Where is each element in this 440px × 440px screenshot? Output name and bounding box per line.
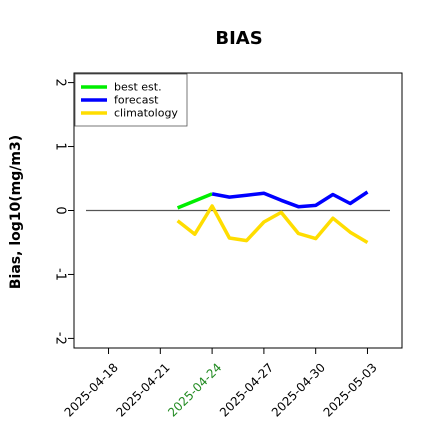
y-tick-label: -2 xyxy=(53,332,68,345)
x-tick-label: 2025-04-24 xyxy=(165,360,224,419)
chart-title: BIAS xyxy=(215,28,262,49)
series-line-forecast xyxy=(211,190,369,209)
x-tick-label: 2025-05-03 xyxy=(321,360,380,419)
legend-label: forecast xyxy=(114,94,159,107)
legend-label: best est. xyxy=(114,81,162,94)
x-tick-label: 2025-04-30 xyxy=(269,360,328,419)
series-line-best-est xyxy=(176,192,213,210)
y-tick-label: -1 xyxy=(53,268,68,281)
y-tick-label: 1 xyxy=(53,142,68,150)
x-tick-label: 2025-04-21 xyxy=(113,360,172,419)
legend-label: climatology xyxy=(114,107,178,120)
x-tick-label: 2025-04-18 xyxy=(62,360,121,419)
y-tick-label: 0 xyxy=(53,206,68,214)
series-line-climatology xyxy=(176,204,369,245)
y-tick-label: 2 xyxy=(53,78,68,86)
x-tick-label: 2025-04-27 xyxy=(217,360,276,419)
y-axis-label: Bias, log10(mg/m3) xyxy=(8,135,24,289)
